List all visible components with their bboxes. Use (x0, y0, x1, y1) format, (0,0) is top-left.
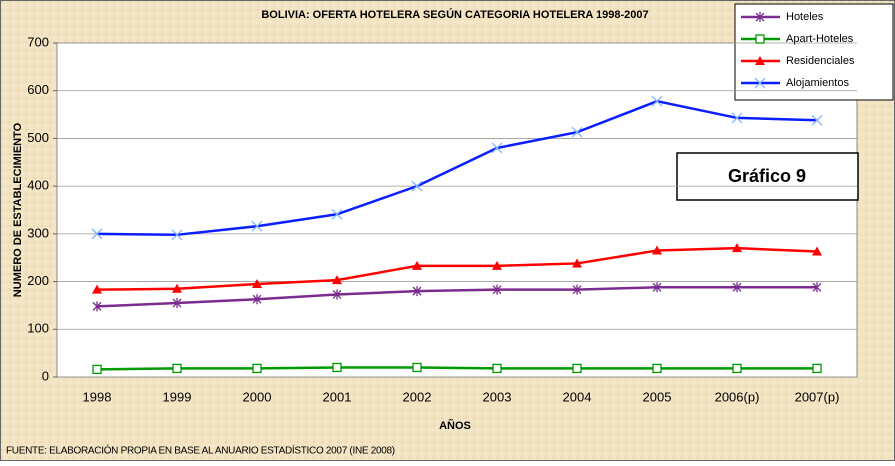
marker (812, 363, 822, 374)
x-tick-label: 2004 (563, 389, 592, 404)
marker (412, 260, 422, 270)
chart-title: BOLIVIA: OFERTA HOTELERA SEGÚN CATEGORIA… (261, 8, 648, 21)
marker (252, 294, 262, 305)
marker (411, 180, 423, 192)
marker (492, 284, 502, 295)
y-tick-label: 700 (27, 34, 49, 49)
marker (651, 95, 663, 107)
marker (332, 362, 342, 373)
marker (172, 298, 182, 309)
y-tick-label: 100 (27, 321, 49, 336)
x-tick-label: 1999 (163, 389, 192, 404)
marker (652, 245, 662, 255)
x-tick-label: 1998 (83, 389, 112, 404)
x-tick-label: 2005 (643, 389, 672, 404)
marker (731, 112, 743, 124)
x-tick-label: 2003 (483, 389, 512, 404)
y-tick-label: 500 (27, 130, 49, 145)
marker (755, 56, 765, 65)
marker (811, 114, 823, 126)
y-tick-label: 200 (27, 273, 49, 288)
marker (171, 229, 183, 241)
marker (492, 260, 502, 270)
y-tick-label: 400 (27, 178, 49, 193)
plot-area (56, 42, 858, 378)
x-tick-label: 2000 (243, 389, 272, 404)
marker (412, 362, 422, 373)
x-tick-label: 2002 (403, 389, 432, 404)
marker (91, 228, 103, 240)
marker (572, 363, 582, 374)
marker (732, 243, 742, 253)
marker (172, 363, 182, 374)
series-line (96, 286, 817, 308)
marker (92, 364, 102, 375)
legend-label: Apart-Hoteles (786, 33, 854, 45)
marker (652, 282, 662, 293)
legend-label: Hoteles (786, 11, 824, 23)
marker (652, 363, 662, 374)
marker (412, 286, 422, 297)
y-axis-label: NUMERO DE ESTABLECIMIENTO (12, 122, 24, 297)
marker (251, 220, 263, 232)
legend-label: Residenciales (786, 55, 855, 67)
marker (571, 126, 583, 138)
marker (332, 289, 342, 300)
y-tick-label: 600 (27, 82, 49, 97)
series-line (96, 246, 818, 291)
source-note: FUENTE: ELABORACIÓN PROPIA EN BASE AL AN… (6, 444, 395, 457)
marker (812, 282, 822, 293)
marker (252, 363, 262, 374)
annotation: Gráfico 9 (728, 166, 806, 186)
marker (92, 301, 102, 312)
marker (812, 246, 822, 256)
y-tick-label: 300 (27, 225, 49, 240)
marker (572, 284, 582, 295)
x-tick-label: 2001 (323, 389, 352, 404)
marker (732, 363, 742, 374)
series-line (96, 99, 818, 237)
x-tick-label: 2007(p) (795, 389, 840, 404)
marker (732, 282, 742, 293)
marker (754, 77, 766, 89)
series-line (96, 366, 817, 371)
marker (755, 12, 765, 22)
x-axis-label: AÑOS (439, 419, 471, 432)
marker (92, 284, 102, 294)
marker (572, 258, 582, 268)
marker (332, 275, 342, 285)
marker (331, 208, 343, 220)
marker (252, 278, 262, 288)
marker (172, 283, 182, 293)
marker (492, 363, 502, 374)
x-tick-label: 2006(p) (715, 389, 760, 404)
marker (491, 142, 503, 154)
marker (755, 34, 765, 44)
legend-label: Alojamientos (786, 77, 849, 89)
annotation-box (676, 152, 859, 201)
y-tick-label: 0 (42, 368, 49, 383)
